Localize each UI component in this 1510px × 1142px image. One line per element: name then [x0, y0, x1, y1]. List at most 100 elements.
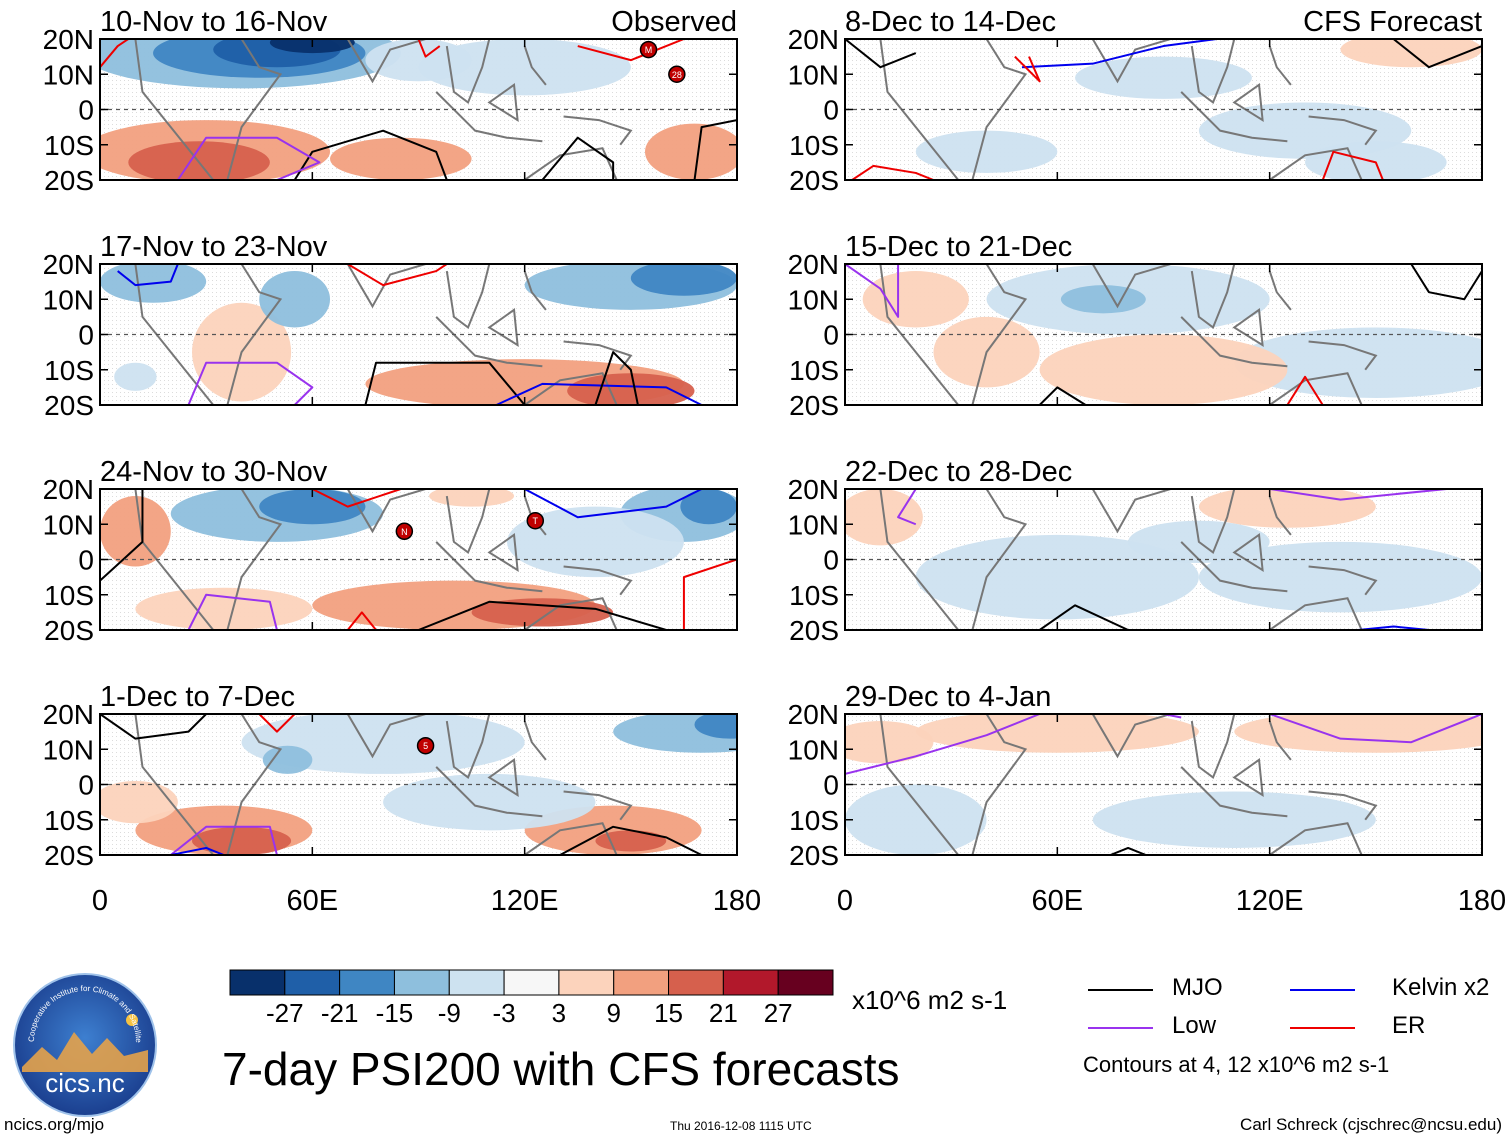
coastline-india	[1091, 714, 1171, 759]
y-tick-label: 20S	[44, 840, 94, 871]
storm-marker	[526, 511, 545, 530]
coastline-east-africa	[226, 489, 283, 630]
contour-line	[187, 361, 314, 405]
contour-line	[845, 264, 900, 318]
panel-title: 8-Dec to 14-Dec	[845, 6, 1056, 38]
coastline-philippines	[1268, 720, 1292, 761]
anomaly-shading	[241, 714, 525, 774]
y-tick-label: 10N	[788, 284, 839, 315]
colorbar-label: 21	[709, 998, 738, 1028]
panel-field	[845, 264, 1482, 405]
contour-line	[524, 489, 703, 519]
anomaly-shading	[259, 489, 366, 525]
panel: 20N 10N 0 10S 20S 24-Nov to 30-Nov	[43, 456, 738, 646]
y-tick-label: 20S	[789, 165, 839, 196]
y-tick-label: 10S	[44, 130, 94, 161]
panel-title: 24-Nov to 30-Nov	[100, 456, 328, 488]
contour-line	[1021, 39, 1217, 69]
storm-marker-label: M	[645, 45, 653, 55]
anomaly-shading	[845, 721, 934, 764]
y-tick-label: 10N	[43, 284, 94, 315]
panel: 20N 10N 0 10S 20S 17-Nov to 23-Nov	[43, 231, 738, 421]
anomaly-shading	[100, 264, 207, 303]
coastline-indonesia	[1180, 91, 1288, 143]
coastline-se-asia	[1190, 39, 1236, 105]
coastline-new-guinea	[563, 790, 633, 821]
coastline-indonesia	[435, 541, 543, 593]
y-tick-label: 20S	[44, 165, 94, 196]
contour-line	[1269, 489, 1447, 501]
y-tick-label: 20N	[43, 24, 94, 55]
anomaly-shading	[645, 123, 737, 180]
y-tick-label: 0	[823, 545, 839, 576]
contour-line	[897, 489, 917, 526]
panel: 20N 10N 0 10S 20S 10-Nov to 16-Nov Observed	[43, 6, 738, 196]
colorbar-label: -21	[321, 998, 359, 1028]
coastline-east-africa	[971, 264, 1028, 405]
panel-field	[845, 39, 1482, 180]
y-tick-label: 0	[78, 95, 94, 126]
contour-line	[170, 825, 278, 855]
y-tick-label: 20S	[789, 840, 839, 871]
contour-line	[1286, 375, 1324, 405]
x-tick-label: 180	[713, 885, 761, 917]
anomaly-shading	[915, 130, 1058, 173]
coastline-borneo	[487, 533, 519, 572]
coastline-philippines	[1268, 495, 1292, 536]
y-tick-label: 10S	[44, 805, 94, 836]
coastline-borneo	[1232, 533, 1264, 572]
x-tick-label: 60E	[1032, 885, 1084, 917]
site-link[interactable]: ncics.org/mjo	[4, 1115, 105, 1134]
author-credit: Carl Schreck (cjschrec@ncsu.edu)	[1240, 1115, 1502, 1134]
contour-line	[293, 129, 448, 180]
coastline-se-asia	[1190, 264, 1236, 330]
y-tick-label: 10N	[788, 734, 839, 765]
coastline-east-africa	[226, 714, 283, 855]
legend-label-low: Low	[1172, 1012, 1217, 1039]
y-tick-label: 0	[823, 320, 839, 351]
storm-marker	[668, 65, 686, 83]
panel: 20N 10N 0 10S 20S 8-Dec to 14-Dec CFS Forecast	[788, 6, 1483, 196]
y-tick-label: 0	[78, 770, 94, 801]
contour-line	[418, 600, 667, 630]
logo-text: cics.nc	[45, 1068, 124, 1098]
figure-title: 7-day PSI200 with CFS forecasts	[222, 1043, 900, 1095]
coastline-india	[346, 489, 426, 534]
coastline-india	[346, 264, 426, 309]
colorbar-swatch	[613, 969, 670, 996]
y-tick-label: 10S	[789, 355, 839, 386]
panel-field	[100, 714, 737, 855]
panel-title: 1-Dec to 7-Dec	[100, 681, 295, 713]
contour-line	[1321, 150, 1384, 180]
legend-label-kelvin: Kelvin x2	[1392, 974, 1490, 1001]
coastline-indonesia	[435, 91, 543, 143]
coastline-east-africa	[971, 489, 1028, 630]
y-tick-label: 20N	[43, 699, 94, 730]
coastline-australia	[524, 597, 618, 630]
coastline-se-asia	[445, 39, 491, 105]
anomaly-shading	[100, 496, 171, 567]
colorbar-swatch	[777, 969, 834, 996]
coastline-borneo	[1232, 83, 1264, 122]
colorbar-swatch	[668, 969, 724, 996]
coastline-indonesia	[435, 766, 543, 818]
colorbar-swatch	[448, 969, 505, 996]
contour-line	[346, 611, 377, 630]
contour-line	[1038, 386, 1087, 405]
storm-marker-label: 28	[672, 70, 682, 80]
coastline-se-asia	[445, 489, 491, 555]
x-tick-label: 60E	[287, 885, 339, 917]
contour-line	[495, 382, 703, 405]
cics-logo: cics.nc Cooperative Institute for Climat…	[10, 965, 158, 1118]
coastline-se-asia	[1190, 714, 1236, 780]
anomaly-shading	[330, 137, 472, 180]
colorbar-label: 27	[764, 998, 793, 1028]
coastline-australia	[1269, 822, 1363, 855]
coastline-indonesia	[435, 316, 543, 368]
anomaly-shading	[680, 489, 737, 525]
coastline-se-asia	[445, 264, 491, 330]
coastline-indonesia	[1180, 541, 1288, 593]
colorbar-units: x10^6 m2 s-1	[852, 985, 1008, 1015]
anomaly-shading	[262, 745, 313, 774]
